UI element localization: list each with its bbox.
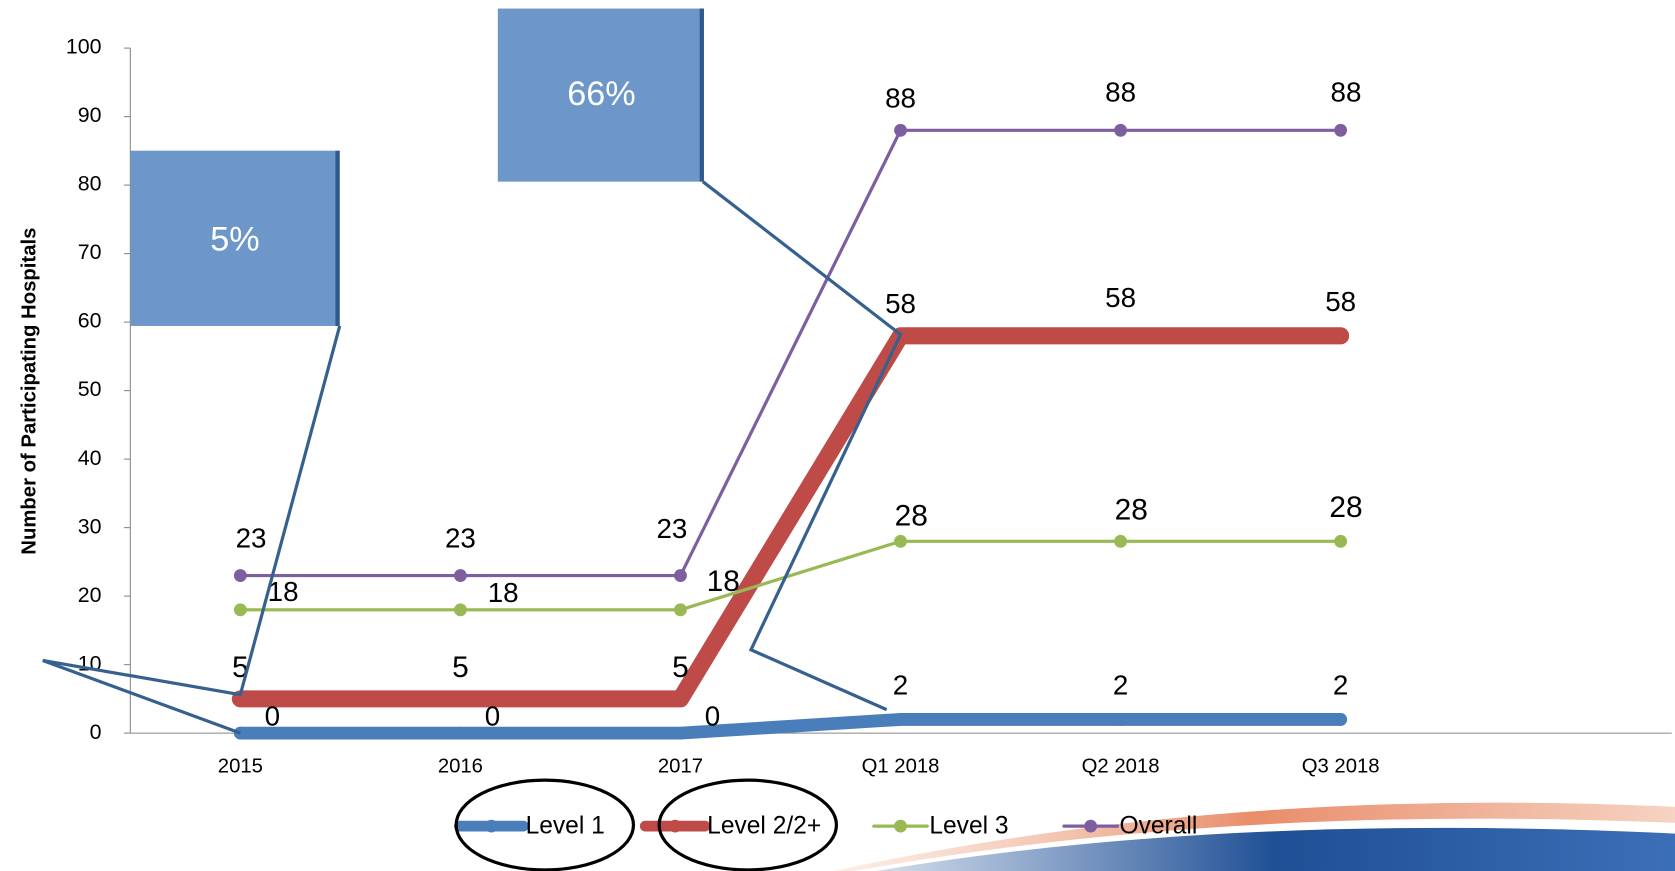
data-label: 2 xyxy=(893,670,908,701)
data-point xyxy=(1114,713,1127,726)
legend-marker xyxy=(894,819,907,833)
y-tick-label: 80 xyxy=(78,172,102,196)
data-point xyxy=(674,603,687,617)
decoration xyxy=(833,802,1675,871)
data-label: 23 xyxy=(656,513,687,544)
legend-highlight xyxy=(454,778,839,871)
data-point xyxy=(1334,329,1348,343)
legend-marker xyxy=(484,819,498,833)
data-point xyxy=(454,692,467,706)
data-label: 88 xyxy=(885,83,916,114)
y-tick-label: 70 xyxy=(78,240,102,264)
data-point xyxy=(674,569,687,582)
x-tick-label: Q2 2018 xyxy=(1082,756,1160,778)
annotation: 66% xyxy=(567,75,635,113)
data-point xyxy=(674,692,687,706)
data-label: 0 xyxy=(265,701,280,732)
data-label: 5 xyxy=(452,651,469,684)
legend-marker xyxy=(668,819,682,833)
data-point xyxy=(894,534,907,548)
data-label: 18 xyxy=(488,577,519,608)
data-point xyxy=(1334,123,1348,137)
data-label: 5 xyxy=(672,651,689,684)
y-tick-label: 90 xyxy=(78,103,102,127)
series-line xyxy=(238,539,1343,612)
legend-label: Overall xyxy=(1120,813,1198,840)
data-point xyxy=(1114,123,1127,137)
callout-66: 66% xyxy=(497,8,903,712)
data-label: 88 xyxy=(1105,76,1136,107)
data-label: 2 xyxy=(1113,670,1128,701)
legend: Level 1 Level 2/2+ Level 3 Overall xyxy=(454,813,1198,840)
data-label: 28 xyxy=(1115,493,1148,526)
data-label: 0 xyxy=(485,701,500,732)
data-point xyxy=(894,123,907,137)
data-point xyxy=(233,569,247,582)
data-point xyxy=(894,713,907,726)
x-tick-label: 2017 xyxy=(658,756,703,778)
y-tick-label: 60 xyxy=(78,309,102,333)
y-tick-label: 50 xyxy=(78,377,102,401)
data-label: 23 xyxy=(445,523,476,554)
series-line xyxy=(231,327,1350,708)
data-label: 58 xyxy=(1105,282,1136,313)
series-line xyxy=(238,128,1343,578)
x-tick-label: 2015 xyxy=(218,756,263,778)
callout-5: 5% xyxy=(42,150,342,735)
data-label: 0 xyxy=(705,701,720,732)
data-point xyxy=(233,603,247,617)
series-line xyxy=(233,713,1348,740)
legend-label: Level 3 xyxy=(929,813,1008,840)
data-point xyxy=(454,603,467,617)
y-tick-label: 10 xyxy=(78,651,102,675)
y-tick-label: 30 xyxy=(78,514,102,538)
y-tick-label: 20 xyxy=(78,583,102,607)
data-label: 28 xyxy=(1329,491,1362,524)
data-point xyxy=(1334,534,1348,548)
data-point xyxy=(454,726,467,740)
data-point xyxy=(1114,534,1127,548)
data-label: 28 xyxy=(895,500,928,533)
data-label: 18 xyxy=(707,565,740,598)
data-point xyxy=(1334,713,1348,726)
y-tick-label: 0 xyxy=(90,720,102,744)
data-label: 2 xyxy=(1333,670,1348,701)
y-tick-label: 100 xyxy=(66,35,102,59)
data-label: 58 xyxy=(885,288,916,319)
x-tick-label: Q1 2018 xyxy=(862,756,940,778)
y-tick-label: 40 xyxy=(78,446,102,470)
legend-label: Level 2/2+ xyxy=(707,813,821,840)
x-tick-label: Q3 2018 xyxy=(1302,756,1380,778)
y-axis-title: Number of Participating Hospitals xyxy=(18,228,40,555)
legend-label: Level 1 xyxy=(526,813,605,840)
legend-marker xyxy=(1084,819,1098,833)
data-point xyxy=(233,726,247,740)
data-point xyxy=(1114,329,1127,343)
data-point xyxy=(674,726,687,740)
x-tick-label: 2016 xyxy=(438,756,483,778)
data-label: 18 xyxy=(268,576,299,607)
data-label: 88 xyxy=(1331,76,1362,107)
data-point xyxy=(454,569,467,582)
data-label: 23 xyxy=(236,523,267,554)
annotation: 5% xyxy=(210,221,259,259)
data-label: 58 xyxy=(1325,286,1356,317)
